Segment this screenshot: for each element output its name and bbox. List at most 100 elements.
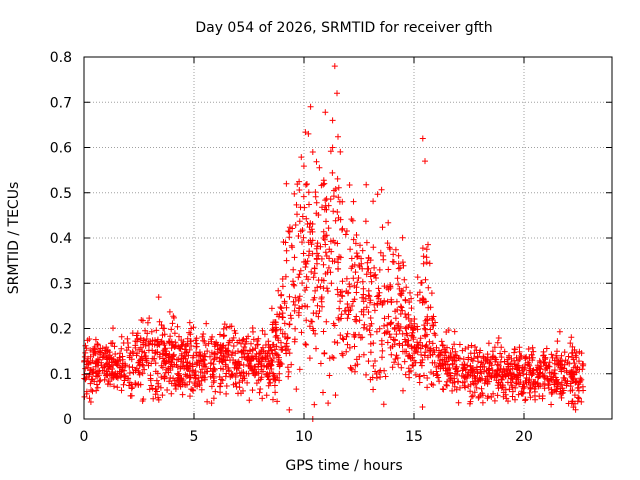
data-point (218, 376, 225, 383)
data-point (346, 344, 353, 351)
data-point (573, 368, 580, 375)
data-point (352, 269, 359, 276)
data-point (283, 180, 290, 187)
data-point (232, 359, 238, 366)
data-point (416, 373, 423, 380)
data-point (211, 350, 218, 357)
data-point (313, 210, 320, 217)
data-point (303, 181, 310, 188)
data-point (417, 345, 424, 352)
data-point (166, 351, 173, 358)
data-point (210, 379, 217, 386)
data-point (229, 337, 236, 344)
data-point (356, 263, 363, 270)
data-point (137, 356, 144, 363)
data-point (265, 373, 272, 380)
data-point (101, 376, 108, 383)
data-point (492, 369, 499, 375)
data-point (350, 236, 357, 243)
data-point (572, 363, 579, 370)
data-point (548, 369, 555, 376)
chart-title: Day 054 of 2026, SRMTID for receiver gft… (195, 20, 492, 36)
data-point (471, 355, 477, 362)
data-point (368, 278, 375, 285)
data-point (360, 351, 367, 358)
data-point (537, 382, 544, 389)
data-point (376, 325, 383, 332)
data-point (255, 335, 262, 342)
data-point (259, 395, 266, 402)
data-point (356, 317, 363, 324)
data-point (123, 347, 130, 354)
data-point (409, 362, 416, 368)
data-point (439, 342, 446, 348)
data-point (395, 252, 402, 259)
data-point (82, 376, 89, 383)
data-point (452, 370, 459, 377)
data-point (304, 258, 311, 265)
data-point (168, 390, 175, 397)
data-point (476, 393, 482, 400)
data-point (414, 349, 421, 356)
y-tick-label: 0.6 (50, 141, 72, 157)
data-point (443, 381, 450, 388)
data-point (330, 320, 337, 327)
data-point (266, 369, 273, 376)
data-point (368, 320, 375, 327)
data-point (527, 386, 534, 392)
data-point (449, 387, 456, 394)
data-point (223, 383, 230, 389)
data-point (224, 354, 231, 361)
data-point (322, 249, 329, 256)
data-point (121, 377, 128, 384)
data-point (534, 364, 541, 371)
data-point (111, 371, 118, 378)
data-point (196, 362, 203, 369)
data-point (300, 193, 307, 200)
data-point (204, 348, 211, 355)
x-tick-label: 5 (190, 429, 199, 445)
data-point (241, 344, 248, 350)
data-point (186, 319, 193, 326)
data-point (263, 392, 270, 399)
data-point (405, 337, 412, 344)
data-point (125, 375, 132, 382)
data-point (347, 246, 354, 253)
data-point (385, 219, 392, 226)
data-point (181, 346, 188, 353)
data-point (421, 322, 428, 329)
data-point (367, 340, 374, 347)
data-point (380, 256, 387, 263)
data-point (406, 374, 413, 381)
data-point (303, 317, 310, 324)
data-point (290, 278, 296, 285)
data-point (318, 295, 325, 302)
data-point (451, 341, 458, 348)
data-point (526, 389, 533, 396)
data-point (182, 355, 189, 362)
data-point (160, 340, 167, 347)
data-point (337, 289, 344, 296)
data-point (90, 348, 97, 355)
data-point (476, 374, 483, 381)
data-point (318, 255, 325, 262)
data-point (378, 337, 385, 344)
data-point (423, 246, 430, 253)
data-point (349, 303, 355, 309)
data-point (554, 338, 561, 345)
data-point (530, 348, 537, 355)
data-point (419, 245, 426, 252)
data-point (367, 299, 373, 306)
data-point (495, 379, 502, 386)
data-point (189, 354, 196, 361)
data-point (563, 380, 570, 387)
data-point (163, 348, 170, 355)
data-point (317, 283, 324, 290)
data-point (186, 360, 193, 367)
data-point (220, 356, 227, 363)
data-point (246, 397, 253, 404)
data-point (559, 385, 566, 392)
data-point (167, 363, 174, 370)
data-point (217, 331, 223, 338)
